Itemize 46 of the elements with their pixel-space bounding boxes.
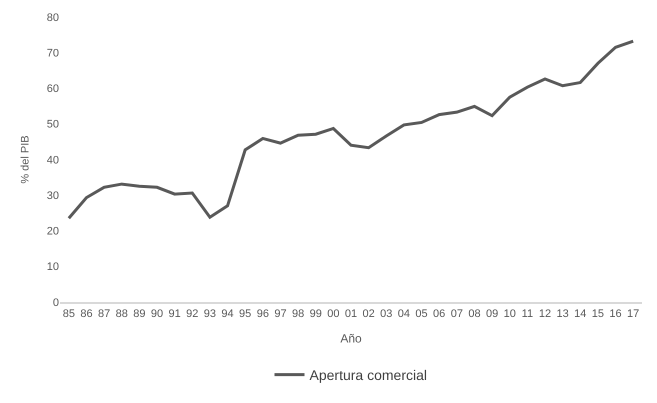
x-tick-label: 95: [239, 308, 252, 320]
x-tick-label: 14: [574, 308, 586, 320]
x-tick-label: 08: [468, 308, 481, 320]
x-tick-label: 00: [327, 308, 340, 320]
y-tick-label: 30: [46, 190, 59, 202]
y-tick-label: 50: [46, 118, 59, 131]
x-tick-label: 04: [398, 308, 410, 320]
x-tick-label: 15: [592, 308, 604, 320]
line-series: [67, 40, 635, 220]
y-tick-label: 20: [46, 226, 59, 238]
y-tick-label: 70: [46, 47, 59, 60]
x-tick-label: 92: [186, 308, 198, 320]
x-tick-label: 13: [556, 308, 569, 320]
y-tick-label: 40: [46, 154, 59, 166]
y-tick-label: 80: [46, 12, 59, 24]
x-tick-label: 05: [415, 308, 428, 320]
x-tick-label: 94: [221, 308, 234, 320]
x-tick-label: 97: [274, 308, 287, 320]
x-tick-label: 07: [450, 308, 463, 320]
x-tick-label: 09: [486, 308, 498, 320]
x-tick-label: 11: [522, 308, 534, 320]
x-tick-label: 01: [344, 308, 358, 320]
x-tick-label: 02: [362, 308, 375, 320]
legend-label: Apertura comercial: [310, 367, 427, 384]
x-tick-label: 89: [133, 308, 146, 320]
x-tick-label: 06: [433, 308, 446, 320]
x-tick-label: 90: [150, 308, 164, 320]
x-tick-label: 86: [80, 308, 93, 320]
x-tick-label: 17: [627, 308, 640, 320]
x-tick-label: 10: [504, 308, 516, 320]
x-tick-label: 03: [380, 308, 392, 320]
x-axis-title: Año: [340, 332, 362, 346]
y-axis-title: % del PIB: [19, 135, 32, 184]
y-tick-label: 60: [46, 83, 59, 96]
x-tick-label: 12: [538, 308, 552, 320]
y-tick-label: 10: [46, 261, 59, 274]
x-tick-label: 93: [204, 308, 216, 320]
x-tick-label: 96: [256, 308, 269, 320]
x-tick-label: 85: [62, 308, 75, 320]
x-tick-label: 87: [98, 308, 110, 320]
x-tick-label: 88: [116, 308, 128, 320]
x-tick-label: 16: [609, 308, 622, 320]
x-tick-label: 99: [310, 308, 322, 320]
y-tick-label: 0: [52, 296, 59, 309]
x-tick-label: 91: [168, 308, 181, 320]
x-tick-label: 98: [292, 308, 304, 320]
